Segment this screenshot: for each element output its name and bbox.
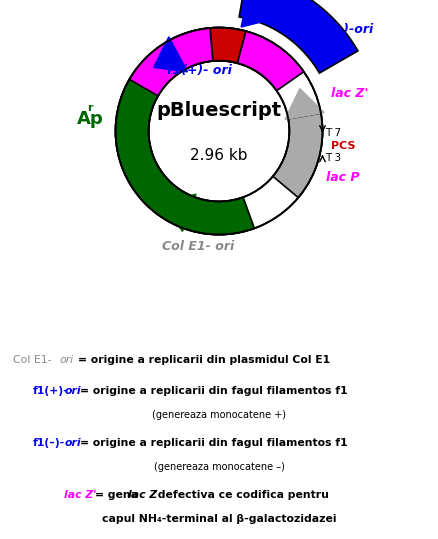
Text: Ap: Ap bbox=[77, 110, 104, 128]
Text: ori: ori bbox=[59, 355, 73, 364]
Text: (genereaza monocatene –): (genereaza monocatene –) bbox=[154, 462, 284, 472]
Polygon shape bbox=[273, 113, 322, 198]
Text: = gena: = gena bbox=[95, 490, 142, 500]
Text: 2.96 kb: 2.96 kb bbox=[190, 148, 248, 163]
Polygon shape bbox=[239, 0, 358, 73]
Polygon shape bbox=[210, 27, 246, 63]
Text: ori: ori bbox=[65, 386, 81, 396]
Text: ori: ori bbox=[65, 438, 81, 448]
Text: defectiva ce codifica pentru: defectiva ce codifica pentru bbox=[154, 490, 329, 500]
Text: (genereaza monocatene +): (genereaza monocatene +) bbox=[152, 410, 286, 420]
Polygon shape bbox=[167, 27, 246, 70]
Text: pBluescript: pBluescript bbox=[156, 101, 282, 120]
Text: r: r bbox=[87, 103, 93, 113]
Text: Col E1-: Col E1- bbox=[13, 355, 55, 364]
Text: f1(–)-: f1(–)- bbox=[33, 438, 65, 448]
Text: PCS: PCS bbox=[332, 141, 356, 150]
Text: T 7: T 7 bbox=[325, 128, 341, 138]
Text: f1(+)-: f1(+)- bbox=[33, 386, 69, 396]
Text: = origine a replicarii din fagul filamentos f1: = origine a replicarii din fagul filamen… bbox=[80, 438, 348, 448]
Text: lac Z': lac Z' bbox=[64, 490, 96, 500]
Polygon shape bbox=[116, 72, 254, 234]
Polygon shape bbox=[163, 194, 196, 231]
Text: = origine a replicarii din plasmidul Col E1: = origine a replicarii din plasmidul Col… bbox=[78, 355, 330, 364]
Text: = origine a replicarii din fagul filamentos f1: = origine a replicarii din fagul filamen… bbox=[80, 386, 348, 396]
Text: lac Z': lac Z' bbox=[331, 87, 368, 100]
Text: lac Z: lac Z bbox=[128, 490, 157, 500]
Text: Col E1- ori: Col E1- ori bbox=[162, 240, 234, 253]
Polygon shape bbox=[154, 37, 187, 72]
Text: f1(+)- ori: f1(+)- ori bbox=[167, 64, 232, 77]
Polygon shape bbox=[129, 28, 213, 96]
Text: capul NH₄-terminal al β-galactozidazei: capul NH₄-terminal al β-galactozidazei bbox=[102, 514, 336, 524]
Text: T 3: T 3 bbox=[325, 153, 341, 163]
Polygon shape bbox=[285, 88, 324, 120]
Polygon shape bbox=[241, 0, 311, 27]
Text: f1(–)-ori: f1(–)-ori bbox=[317, 23, 374, 36]
Polygon shape bbox=[237, 31, 304, 91]
Text: lac P: lac P bbox=[326, 171, 360, 184]
